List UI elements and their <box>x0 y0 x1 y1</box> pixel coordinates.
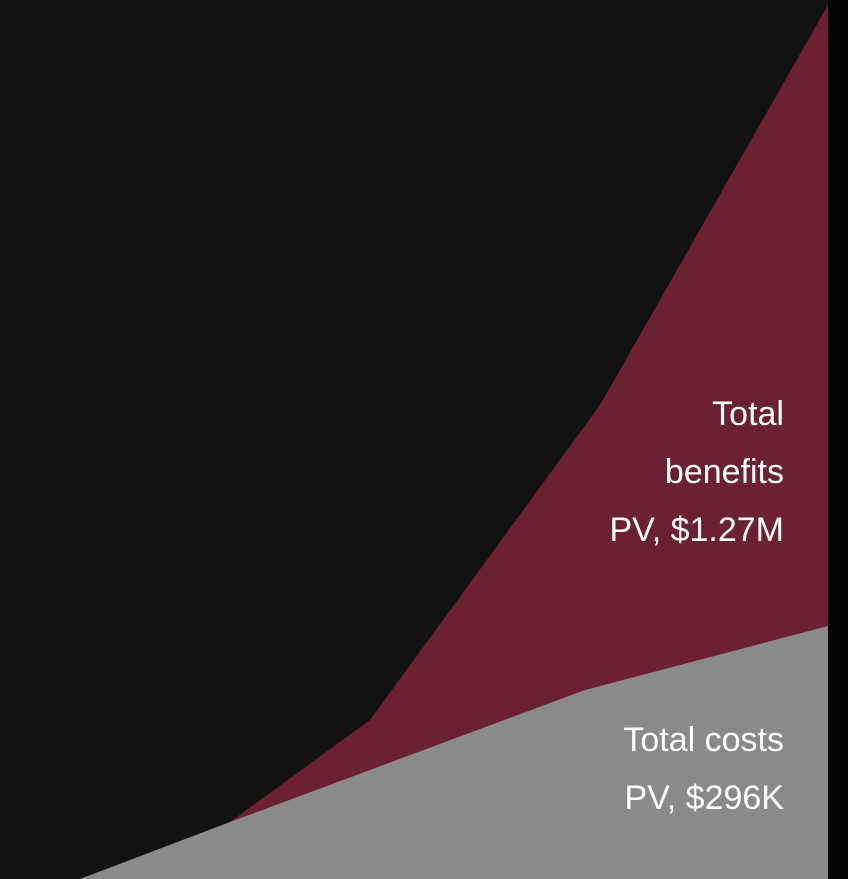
costs-label: PV, $296K <box>625 779 785 817</box>
benefits-label: benefits <box>665 453 784 491</box>
benefits-label: PV, $1.27M <box>609 511 784 549</box>
benefits-area <box>230 5 828 879</box>
costs-area <box>80 626 828 879</box>
costs-label: Total costs <box>623 721 784 759</box>
benefits-label: Total <box>712 395 784 433</box>
